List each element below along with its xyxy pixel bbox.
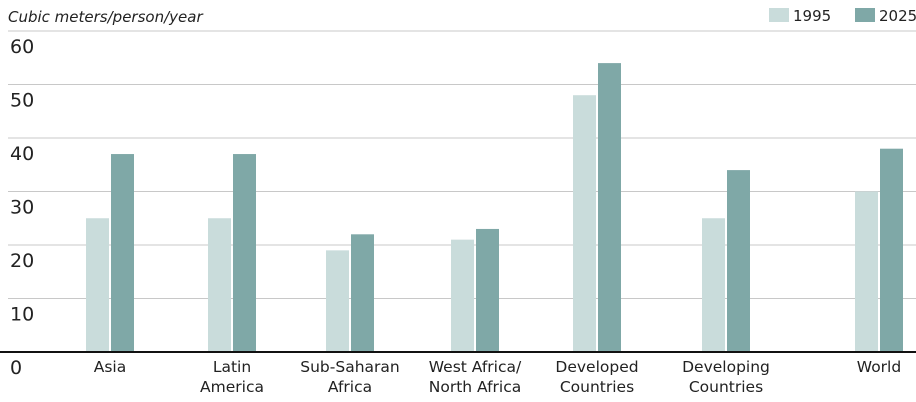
bar-2025 <box>880 148 903 352</box>
x-tick-label: Developed Countries <box>555 358 638 396</box>
bar-2025 <box>476 228 499 352</box>
bar-1995 <box>702 218 725 352</box>
x-tick-label: Asia <box>94 358 126 376</box>
bar-1995 <box>326 250 349 352</box>
bar-2025 <box>598 63 621 352</box>
y-tick-label: 50 <box>10 90 34 112</box>
y-tick-label: 40 <box>10 143 34 165</box>
bar-1995 <box>451 239 474 352</box>
bar-1995 <box>855 191 878 352</box>
y-tick-label: 10 <box>10 304 34 326</box>
bar-2025 <box>111 154 134 352</box>
x-tick-label: Developing Countries <box>682 358 770 396</box>
bar-2025 <box>233 154 256 352</box>
x-axis-ticks: Asia Latin America Sub-Saharan Africa West Af… <box>94 358 901 396</box>
legend-label-2025: 2025 <box>879 7 916 25</box>
bar-1995 <box>573 95 596 352</box>
legend-label-1995: 1995 <box>793 7 831 25</box>
legend: 1995 2025 <box>769 7 916 25</box>
legend-swatch-2025 <box>855 8 875 22</box>
legend-swatch-1995 <box>769 8 789 22</box>
bar-2025 <box>727 170 750 352</box>
y-tick-label: 20 <box>10 250 34 272</box>
bar-2025 <box>351 234 374 352</box>
bar-1995 <box>86 218 109 352</box>
x-tick-label: Sub-Saharan Africa <box>300 358 399 396</box>
bars <box>86 63 903 352</box>
y-tick-label: 30 <box>10 197 34 219</box>
y-tick-label: 60 <box>10 36 34 58</box>
bar-1995 <box>208 218 231 352</box>
gridlines <box>8 30 916 299</box>
x-tick-label: World <box>857 358 901 376</box>
x-tick-label: West Africa/North Africa <box>429 358 522 396</box>
y-axis-ticks: 0 10 20 30 40 50 60 <box>10 36 34 379</box>
x-tick-label: Latin America <box>200 358 264 396</box>
y-tick-label: 0 <box>10 357 22 379</box>
unit-label: Cubic meters/person/year <box>8 8 203 26</box>
